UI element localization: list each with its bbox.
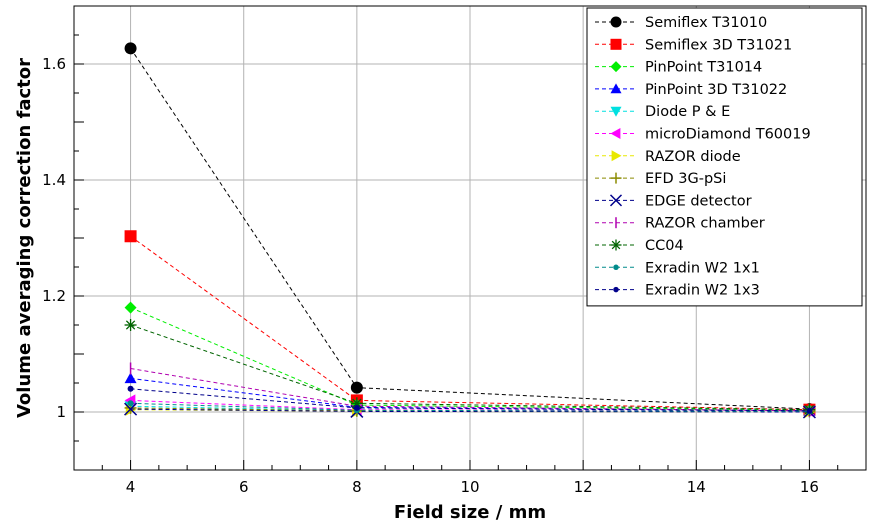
legend-label: CC04 xyxy=(645,238,684,254)
legend-entry: Semiflex T31010 xyxy=(595,15,767,31)
legend-marker xyxy=(610,172,622,184)
data-point xyxy=(353,404,360,411)
legend-entry: EDGE detector xyxy=(595,193,752,209)
legend-entry: Exradin W2 1x3 xyxy=(595,283,760,299)
legend-marker xyxy=(611,150,622,162)
x-tick-label: 6 xyxy=(239,478,249,496)
x-axis-title: Field size / mm xyxy=(394,502,546,523)
legend-label: PinPoint 3D T31022 xyxy=(645,82,787,98)
legend-entry: RAZOR diode xyxy=(595,149,741,165)
series-12 xyxy=(127,385,813,414)
series-layer xyxy=(124,42,816,419)
data-point xyxy=(124,301,137,314)
legend-label: Diode P & E xyxy=(645,104,730,120)
data-point xyxy=(127,385,134,392)
legend-marker xyxy=(610,128,621,139)
data-point xyxy=(124,319,137,331)
legend-marker xyxy=(610,38,622,50)
legend-marker xyxy=(613,286,619,293)
legend-entry: CC04 xyxy=(595,238,684,254)
legend-entry: Semiflex 3D T31021 xyxy=(595,37,792,53)
legend-label: RAZOR chamber xyxy=(645,216,765,232)
legend-entry: Exradin W2 1x1 xyxy=(595,260,760,276)
ticks: 4 6 8 10 12 14 16 1 1.2 1.4 1.6 xyxy=(42,5,867,496)
legend-label: Exradin W2 1x1 xyxy=(645,260,760,276)
x-tick-label: 10 xyxy=(460,478,479,496)
legend-marker xyxy=(613,264,619,271)
data-point xyxy=(350,381,363,394)
data-point xyxy=(806,407,813,414)
legend-label: Exradin W2 1x3 xyxy=(645,283,760,299)
legend-entry: RAZOR chamber xyxy=(595,216,765,232)
legend-label: Semiflex 3D T31021 xyxy=(645,37,792,53)
y-tick-label: 1.4 xyxy=(42,171,66,189)
x-tick-label: 8 xyxy=(352,478,362,496)
series-line xyxy=(130,235,810,411)
legend-label: microDiamond T60019 xyxy=(645,127,811,143)
legend-entry: microDiamond T60019 xyxy=(595,127,811,143)
data-point xyxy=(124,230,137,243)
y-tick-label: 1.2 xyxy=(42,287,66,305)
legend-label: EDGE detector xyxy=(645,193,752,209)
legend-marker xyxy=(610,83,622,94)
y-tick-label: 1 xyxy=(56,403,66,421)
legend-entry: Diode P & E xyxy=(595,104,730,120)
legend-label: EFD 3G-pSi xyxy=(645,171,726,187)
legend-entry: PinPoint T31014 xyxy=(595,60,762,76)
legend-box xyxy=(586,7,863,307)
y-tick-label: 1.6 xyxy=(42,55,66,73)
data-point xyxy=(127,400,134,407)
y-axis-title: Volume averaging correction factor xyxy=(14,58,35,418)
legend-label: RAZOR diode xyxy=(645,149,741,165)
legend-marker xyxy=(610,239,622,251)
x-tick-label: 16 xyxy=(800,478,819,496)
legend-entry: EFD 3G-pSi xyxy=(595,171,726,187)
data-point xyxy=(124,42,137,55)
x-tick-label: 12 xyxy=(574,478,593,496)
legend: Semiflex T31010 Semiflex 3D T31021 PinPoin… xyxy=(586,7,863,307)
legend-marker xyxy=(609,194,623,207)
data-point xyxy=(124,372,137,384)
legend-label: Semiflex T31010 xyxy=(645,15,767,31)
legend-label: PinPoint T31014 xyxy=(645,60,762,76)
x-tick-label: 14 xyxy=(687,478,706,496)
legend-marker xyxy=(610,61,622,73)
data-point xyxy=(124,402,138,416)
x-tick-label: 4 xyxy=(126,478,136,496)
legend-entry: PinPoint 3D T31022 xyxy=(595,82,787,98)
legend-marker xyxy=(610,16,622,28)
legend-marker xyxy=(610,106,622,117)
